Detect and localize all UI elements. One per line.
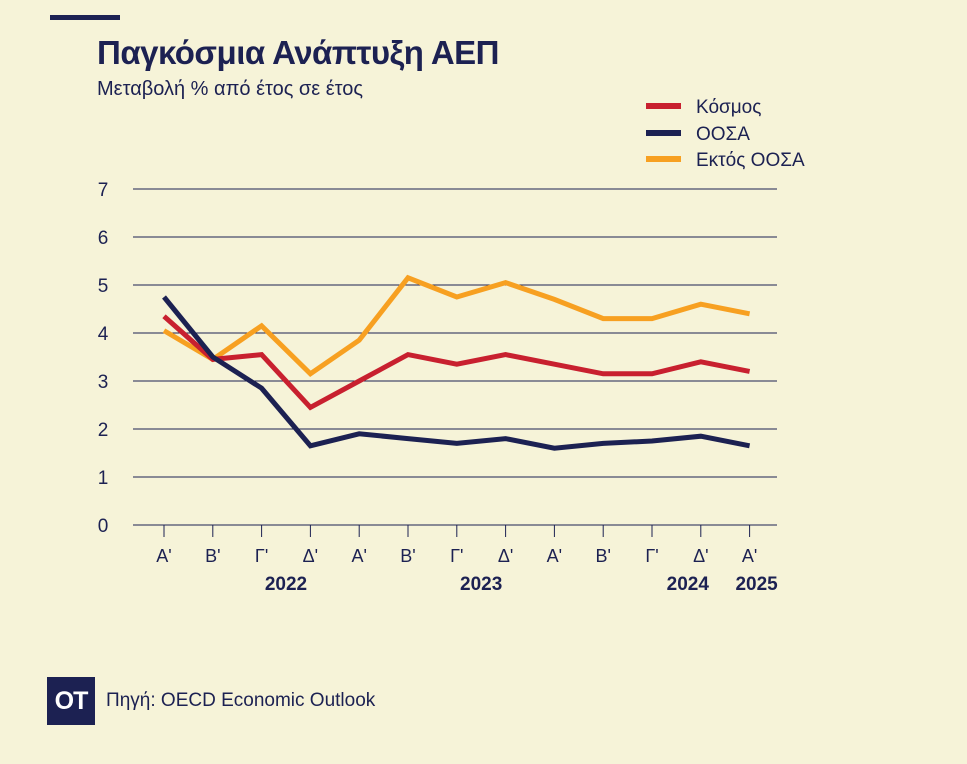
x-category-label-3: Δ' [303,546,318,566]
x-category-label-7: Δ' [498,546,513,566]
x-category-label-12: Α' [742,546,757,566]
y-tick-label-7: 7 [98,180,109,201]
y-tick-label-3: 3 [98,372,109,393]
x-category-label-4: Α' [351,546,366,566]
chart-title: Παγκόσμια Ανάπτυξη ΑΕΠ [97,34,500,71]
x-category-label-2: Γ' [255,546,268,566]
ot-logo: OT [47,677,95,725]
year-label-2024: 2024 [667,574,710,595]
x-category-label-0: Α' [156,546,171,566]
chart-subtitle: Μεταβολή % από έτος σε έτος [97,78,364,100]
y-tick-label-5: 5 [98,276,109,297]
x-category-label-10: Γ' [645,546,658,566]
x-category-label-5: Β' [400,546,415,566]
y-tick-label-6: 6 [98,228,109,249]
x-category-label-8: Α' [547,546,562,566]
series-line-oecd [162,295,751,451]
x-category-label-6: Γ' [450,546,463,566]
legend-label-world: Κόσμος [696,97,761,118]
y-tick-label-0: 0 [98,516,109,537]
top-accent-rule [50,15,120,20]
x-category-label-1: Β' [205,546,220,566]
year-label-2023: 2023 [460,574,502,595]
source-note: Πηγή: OECD Economic Outlook [106,690,376,711]
year-label-2025: 2025 [735,574,778,595]
y-tick-label-2: 2 [98,420,109,441]
y-tick-label-4: 4 [98,324,109,345]
legend-label-non-oecd: Εκτός ΟΟΣΑ [696,150,805,171]
series-line-non-oecd [162,274,751,378]
x-category-label-11: Δ' [693,546,708,566]
legend-label-oecd: ΟΟΣΑ [696,124,750,145]
series-line-world [162,314,751,411]
year-label-2022: 2022 [265,574,307,595]
x-category-label-9: Β' [595,546,610,566]
y-tick-label-1: 1 [98,468,109,489]
